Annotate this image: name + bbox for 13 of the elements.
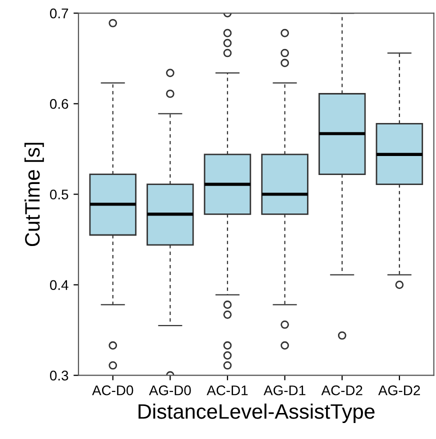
y-tick-label: 0.7 [50,8,68,18]
x-axis-title: DistanceLevel-AssistType [138,404,374,423]
x-tick-label: AC-D0 [92,385,134,396]
y-tick-label: 0.6 [50,99,68,109]
x-tick-label: AC-D1 [206,385,248,396]
x-tick-label: AG-D1 [264,385,306,396]
x-tick-label: AG-D2 [378,385,420,396]
y-axis-title: CutTime [s] [24,142,44,246]
y-tick-label: 0.4 [50,280,68,290]
y-tick-label: 0.3 [50,370,68,381]
x-tick-label: AG-D0 [148,385,191,396]
x-tick-label: AC-D2 [321,385,362,396]
y-tick-label: 0.5 [50,190,68,200]
